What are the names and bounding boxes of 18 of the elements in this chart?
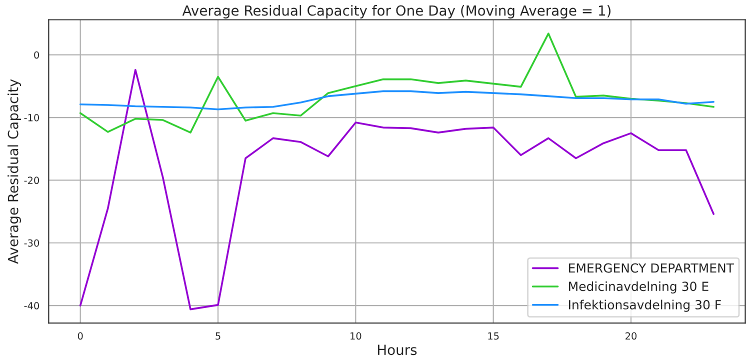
- y-tick-label: -10: [24, 114, 40, 122]
- legend-label: Medicinavdelning 30 E: [569, 281, 708, 294]
- line-series: [79, 90, 714, 110]
- line-series: [79, 32, 714, 134]
- y-tick-label: -40: [24, 302, 40, 310]
- y-tick-label: 0: [34, 51, 40, 59]
- y-axis-title: Average Residual Capacity: [8, 79, 21, 264]
- legend-label: EMERGENCY DEPARTMENT: [569, 263, 734, 273]
- x-tick-label: 10: [350, 332, 362, 340]
- x-tick-label: 0: [78, 332, 83, 340]
- y-tick-label: -20: [24, 176, 40, 184]
- y-tick-label: -30: [24, 239, 40, 247]
- legend-label: Infektionsavdelning 30 F: [569, 300, 721, 312]
- x-axis-title: Hours: [378, 344, 417, 356]
- chart-title: Average Residual Capacity for One Day (Moving Average = 1): [182, 5, 610, 18]
- x-tick-label: 5: [216, 332, 220, 340]
- x-tick-label: 20: [626, 332, 637, 340]
- x-tick-label: 15: [488, 332, 499, 340]
